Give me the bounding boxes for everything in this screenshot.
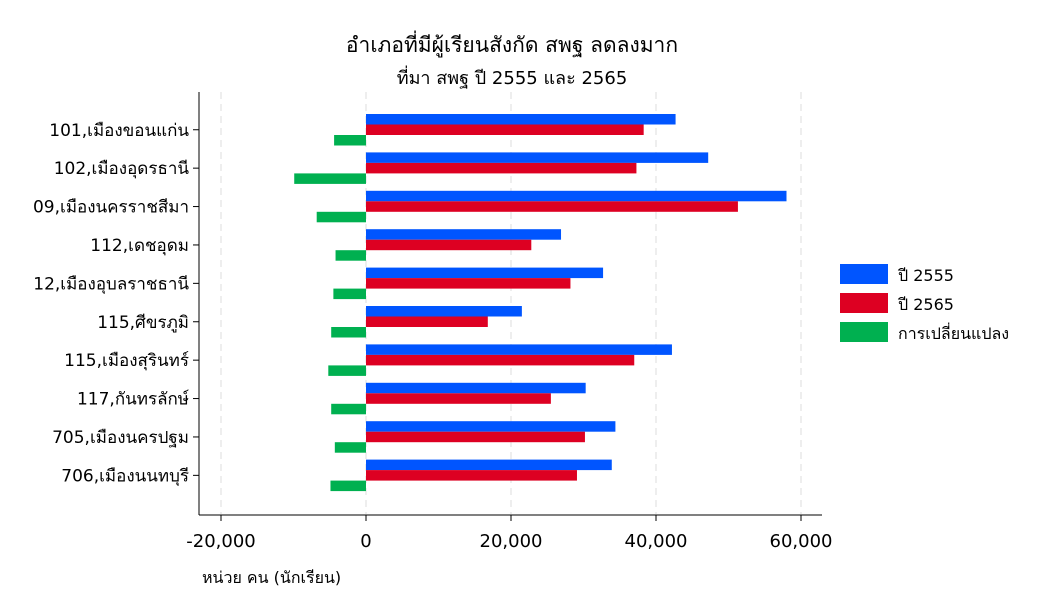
bar-change (334, 442, 366, 453)
bar-change (333, 288, 366, 300)
bar-2555 (366, 114, 676, 125)
category-label: 09,เมืองนครราชสีมา (33, 198, 189, 218)
x-axis-label: หน่วย คน (นักเรียน) (202, 568, 341, 587)
bar-2555 (366, 190, 787, 202)
bar-2565 (366, 201, 738, 212)
category-label: 706,เมืองนนทบุรี (61, 466, 189, 486)
bar-2565 (366, 239, 532, 251)
bars-layer (294, 114, 787, 492)
category-label: 115,ศีขรภูมิ (97, 313, 189, 333)
bar-2565 (366, 278, 571, 289)
bar-2565 (366, 124, 644, 135)
bar-change (330, 480, 366, 492)
bar-2555 (366, 229, 562, 240)
category-label: 102,เมืองอุดรธานี (54, 159, 190, 179)
legend-swatch-2565 (840, 293, 888, 313)
legend-swatch-2555 (840, 264, 888, 284)
bar-2565 (366, 393, 551, 404)
bar-change (316, 211, 366, 223)
bar-change (334, 135, 366, 146)
axes-layer (193, 92, 822, 521)
bar-change (294, 173, 366, 184)
chart-subtitle: ที่มา สพฐ ปี 2555 และ 2565 (397, 65, 628, 89)
x-tick-label: 20,000 (480, 531, 543, 552)
bar-2555 (366, 306, 522, 317)
bar-change (328, 365, 366, 376)
bar-2555 (366, 344, 672, 355)
bar-change (331, 403, 366, 415)
bar-2555 (366, 421, 616, 432)
bar-2555 (366, 267, 604, 279)
x-tick-label: 60,000 (770, 531, 833, 552)
bar-2565 (366, 431, 585, 443)
bar-2565 (366, 316, 488, 327)
bar-2565 (366, 354, 635, 366)
category-label: 705,เมืองนครปฐม (52, 428, 189, 448)
y-tick-labels: 101,เมืองขอนแก่น 102,เมืองอุดรธานี 09,เมือ… (33, 121, 189, 487)
bar-2565 (366, 162, 637, 174)
x-tick-label: -20,000 (186, 531, 255, 552)
bar-2555 (366, 152, 709, 163)
legend-label-change: การเปลี่ยนแปลง (898, 322, 1009, 343)
x-tick-label: 40,000 (625, 531, 688, 552)
legend-label-2565: ปี 2565 (898, 295, 954, 314)
x-tick-labels: -20,000 0 20,000 40,000 60,000 (186, 531, 832, 552)
category-label: 117,กันทรลักษ์ (77, 390, 189, 410)
bar-2555 (366, 382, 586, 394)
bar-change (331, 327, 366, 338)
legend-swatch-change (840, 322, 888, 342)
x-tick-label: 0 (360, 531, 371, 552)
bar-2555 (366, 459, 612, 471)
category-label: 101,เมืองขอนแก่น (49, 121, 189, 141)
chart-title: อำเภอที่มีผู้เรียนสังกัด สพฐ ลดลงมาก (346, 30, 678, 58)
category-label: 115,เมืองสุรินทร์ (64, 351, 189, 371)
category-label: 112,เดชอุดม (90, 236, 189, 256)
legend: ปี 2555 ปี 2565 การเปลี่ยนแปลง (840, 264, 1009, 343)
bar-2565 (366, 470, 577, 481)
legend-label-2555: ปี 2555 (898, 266, 954, 285)
bar-change (335, 250, 366, 261)
category-label: 12,เมืองอุบลราชธานี (33, 274, 189, 294)
